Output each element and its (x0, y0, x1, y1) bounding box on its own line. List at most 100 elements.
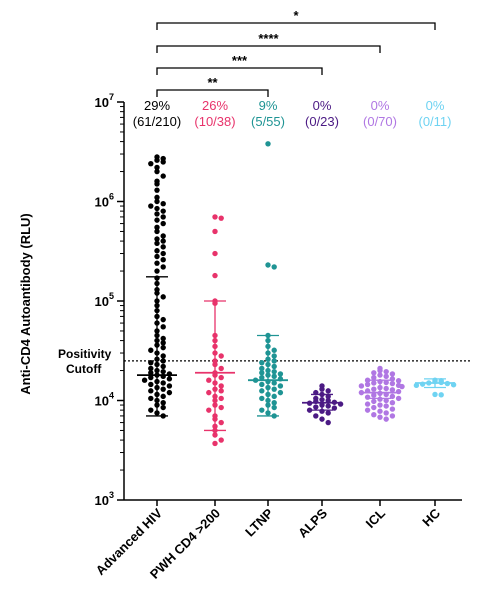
data-point (277, 383, 284, 389)
data-point (154, 168, 160, 175)
data-point (212, 440, 218, 447)
data-point (206, 377, 212, 383)
data-point (389, 406, 396, 412)
group-annotations: 29%(61/210)26%(10/38)9%(5/55)0%(0/23)0%(… (133, 98, 452, 129)
data-point (160, 404, 166, 411)
data-point (395, 395, 402, 402)
data-point (148, 395, 154, 402)
data-point (160, 173, 166, 179)
data-point (154, 181, 160, 187)
group-percent: 29% (144, 98, 170, 113)
data-point (371, 411, 377, 418)
data-point (371, 398, 377, 405)
x-tick-label: ALPS (295, 505, 330, 540)
data-point (371, 404, 377, 411)
data-point (154, 205, 160, 212)
data-point (212, 432, 218, 438)
data-point (206, 407, 212, 413)
data-point (148, 388, 154, 394)
data-point (259, 381, 265, 388)
data-point (218, 374, 224, 381)
data-point (160, 353, 166, 359)
data-point (218, 437, 224, 443)
data-point (383, 410, 389, 416)
significance-bracket (156, 89, 269, 97)
data-point (364, 381, 371, 388)
data-point (154, 187, 160, 193)
data-point (160, 344, 166, 351)
data-point (383, 403, 389, 409)
data-point (271, 353, 277, 359)
data-point (389, 387, 396, 393)
data-point (154, 253, 160, 260)
data-point (377, 414, 383, 420)
cutoff-label: Positivity (58, 347, 112, 361)
data-point (218, 215, 224, 221)
data-point (413, 382, 420, 389)
data-point (212, 214, 218, 220)
data-point (212, 272, 218, 279)
data-point (154, 217, 160, 223)
data-point (212, 250, 218, 257)
data-point (383, 385, 389, 392)
data-point (154, 248, 160, 254)
data-point (154, 157, 160, 163)
data-point (271, 347, 277, 353)
data-point (377, 402, 383, 408)
data-point (364, 377, 371, 383)
y-tick-label: 106 (95, 192, 114, 210)
y-tick-label: 104 (95, 391, 114, 409)
data-point (160, 264, 166, 270)
data-point (377, 408, 383, 414)
data-point (160, 250, 166, 257)
significance-label: **** (258, 31, 279, 46)
data-point (218, 395, 224, 402)
data-point (383, 379, 389, 386)
x-tick-label: HC (419, 505, 443, 529)
data-point (154, 240, 160, 247)
data-point (277, 389, 284, 396)
data-point (389, 413, 396, 419)
data-point (160, 220, 166, 227)
data-point (371, 374, 377, 381)
data-point (160, 358, 166, 364)
data-point (364, 407, 371, 413)
data-point (154, 224, 160, 231)
data-point (148, 365, 154, 372)
y-tick-label: 107 (95, 92, 114, 110)
data-point (383, 368, 389, 375)
significance-label: *** (232, 53, 248, 68)
data-point (319, 416, 325, 422)
data-point (160, 368, 166, 375)
data-point (271, 358, 277, 364)
data-point (148, 347, 154, 353)
data-point (218, 419, 224, 426)
data-point (148, 359, 154, 366)
data-point (160, 335, 166, 342)
data-point (166, 376, 173, 382)
data-point (259, 395, 265, 402)
median-bars (137, 276, 455, 432)
group-fraction: (0/11) (419, 114, 452, 129)
y-axis-label: Anti-CD4 Autoantibody (RLU) (18, 213, 33, 395)
data-point (371, 386, 377, 392)
data-point (160, 233, 166, 239)
data-point (377, 367, 383, 374)
data-point (389, 371, 396, 377)
group-percent: 9% (259, 98, 278, 113)
data-point (383, 416, 389, 422)
data-point (313, 413, 319, 419)
data-point (160, 324, 166, 330)
group-percent: 0% (313, 98, 332, 113)
data-point (148, 407, 154, 413)
data-point (438, 392, 444, 398)
data-point (160, 257, 166, 263)
data-point (160, 363, 166, 370)
data-point (160, 201, 166, 207)
significance-label: * (293, 8, 299, 23)
data-point (259, 365, 265, 372)
data-point (160, 208, 166, 214)
data-point (364, 401, 371, 407)
data-point (271, 373, 277, 380)
